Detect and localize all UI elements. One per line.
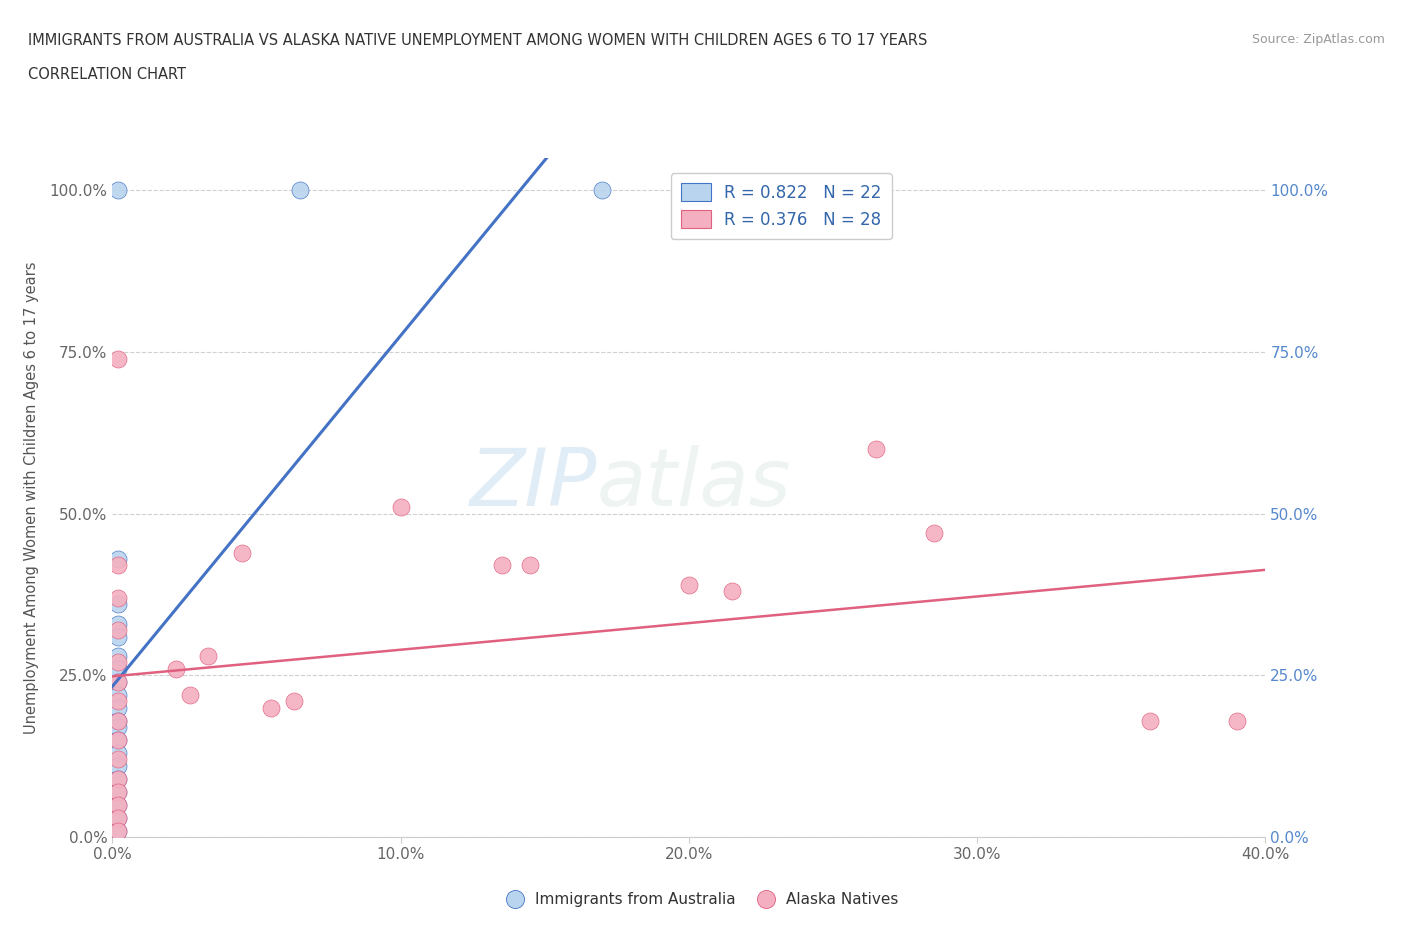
- Point: [107, 694, 129, 709]
- Point: [107, 661, 129, 676]
- Point: [107, 551, 129, 566]
- Point: [519, 558, 541, 573]
- Point: [107, 713, 129, 728]
- Point: [107, 591, 129, 605]
- Legend: R = 0.822   N = 22, R = 0.376   N = 28: R = 0.822 N = 22, R = 0.376 N = 28: [671, 173, 891, 239]
- Point: [283, 694, 305, 709]
- Point: [107, 797, 129, 812]
- Point: [721, 584, 744, 599]
- Text: atlas: atlas: [596, 445, 792, 523]
- Point: [107, 733, 129, 748]
- Point: [107, 674, 129, 689]
- Point: [107, 810, 129, 825]
- Point: [165, 661, 187, 676]
- Point: [107, 759, 129, 774]
- Point: [107, 713, 129, 728]
- Point: [107, 617, 129, 631]
- Point: [865, 442, 887, 457]
- Point: [1226, 713, 1249, 728]
- Point: [922, 525, 945, 540]
- Point: [107, 771, 129, 786]
- Point: [107, 720, 129, 735]
- Legend: Immigrants from Australia, Alaska Natives: Immigrants from Australia, Alaska Native…: [502, 886, 904, 913]
- Point: [107, 810, 129, 825]
- Point: [179, 687, 201, 702]
- Point: [107, 823, 129, 838]
- Point: [107, 183, 129, 198]
- Point: [107, 655, 129, 670]
- Point: [107, 746, 129, 761]
- Point: [197, 648, 219, 663]
- Point: [107, 823, 129, 838]
- Point: [107, 629, 129, 644]
- Point: [107, 687, 129, 702]
- Point: [107, 733, 129, 748]
- Point: [107, 352, 129, 366]
- Point: [1139, 713, 1161, 728]
- Text: CORRELATION CHART: CORRELATION CHART: [28, 67, 186, 82]
- Point: [107, 784, 129, 799]
- Point: [678, 578, 700, 592]
- Text: Source: ZipAtlas.com: Source: ZipAtlas.com: [1251, 33, 1385, 46]
- Text: IMMIGRANTS FROM AUSTRALIA VS ALASKA NATIVE UNEMPLOYMENT AMONG WOMEN WITH CHILDRE: IMMIGRANTS FROM AUSTRALIA VS ALASKA NATI…: [28, 33, 928, 47]
- Point: [107, 771, 129, 786]
- Text: ZIP: ZIP: [470, 445, 596, 523]
- Point: [288, 183, 311, 198]
- Point: [491, 558, 513, 573]
- Point: [107, 674, 129, 689]
- Point: [592, 183, 614, 198]
- Point: [107, 597, 129, 612]
- Point: [389, 499, 412, 514]
- Point: [260, 700, 283, 715]
- Point: [107, 752, 129, 767]
- Y-axis label: Unemployment Among Women with Children Ages 6 to 17 years: Unemployment Among Women with Children A…: [24, 261, 38, 734]
- Point: [231, 545, 253, 560]
- Point: [107, 784, 129, 799]
- Point: [107, 648, 129, 663]
- Point: [107, 623, 129, 638]
- Point: [107, 558, 129, 573]
- Point: [107, 797, 129, 812]
- Point: [107, 700, 129, 715]
